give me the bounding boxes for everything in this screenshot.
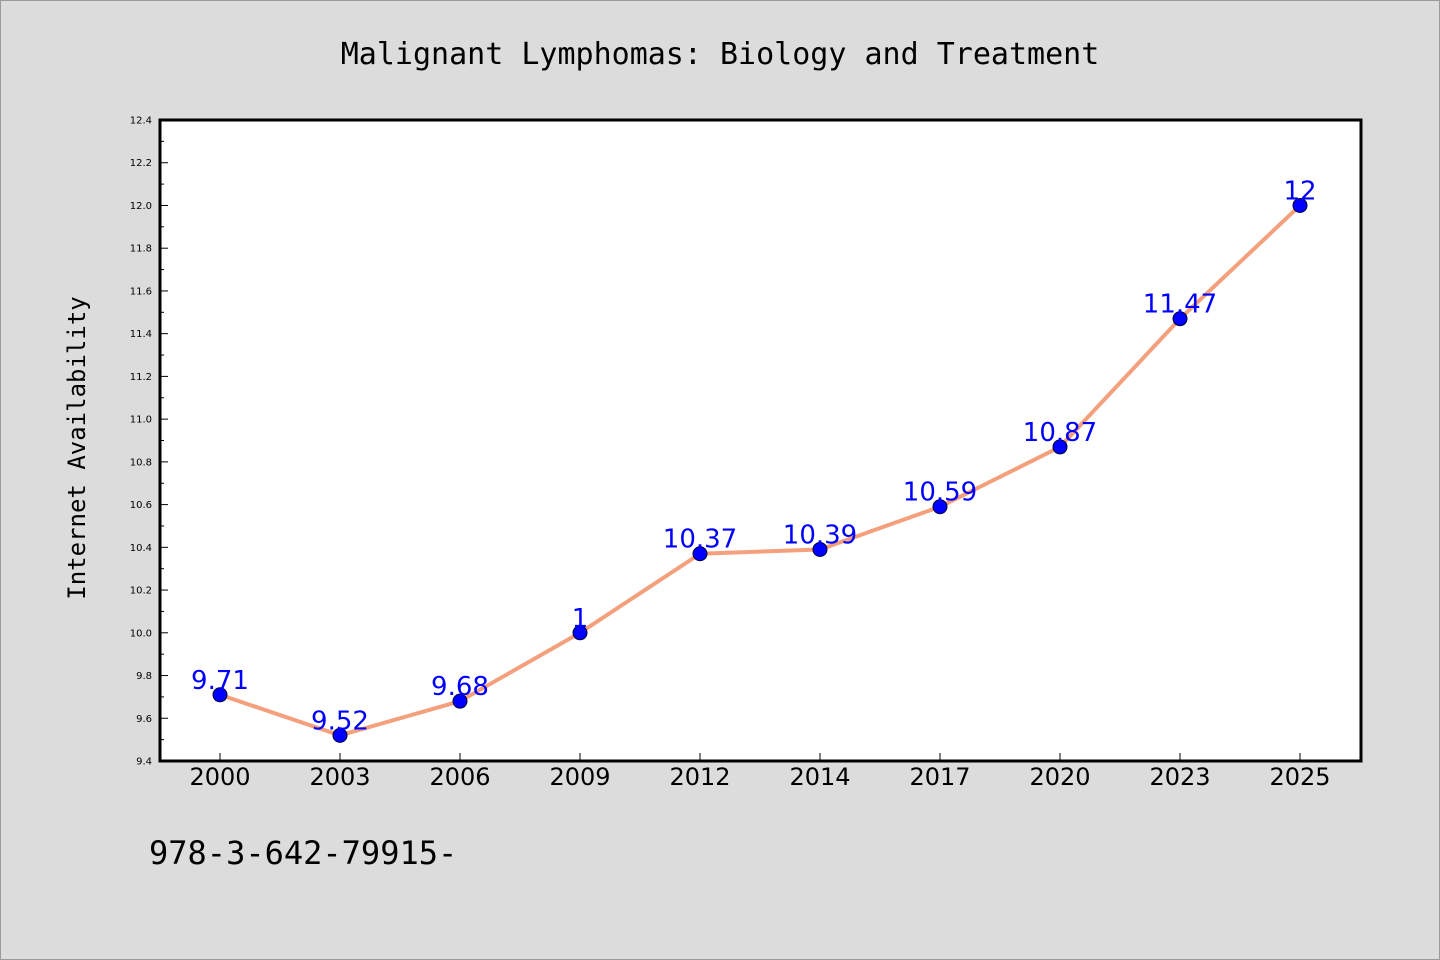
y-tick-label: 12.4 xyxy=(130,116,152,127)
y-tick-label: 12.0 xyxy=(130,201,152,212)
y-tick-label: 10.6 xyxy=(130,500,152,511)
x-tick-label: 2003 xyxy=(309,763,370,791)
y-tick-label: 11.2 xyxy=(130,372,152,383)
x-tick-label: 2000 xyxy=(189,763,250,791)
data-point xyxy=(692,546,708,562)
data-label: 9.52 xyxy=(311,706,369,736)
data-label: 9.68 xyxy=(431,672,489,702)
y-tick-label: 9.8 xyxy=(136,671,152,682)
y-tick-label: 10.2 xyxy=(130,586,152,597)
y-tick-label: 10.8 xyxy=(130,457,152,468)
data-label: 11.47 xyxy=(1143,290,1217,320)
series-revenue-line xyxy=(212,197,1308,743)
data-label: 10.37 xyxy=(663,525,737,555)
data-label: 1 xyxy=(572,604,589,634)
data-label: 9.71 xyxy=(191,666,249,696)
data-point xyxy=(572,625,588,641)
y-tick-label: 12.2 xyxy=(130,158,152,169)
x-tick-label: 2023 xyxy=(1149,763,1210,791)
y-axis-ticks: 9.4 9.6 9.8 10.0 10.2 10.4 10.6 10.8 11.0 11.2 11.… xyxy=(130,116,168,768)
data-labels: 9.71 9.52 9.68 1 10.37 10.39 10.59 10.87 11.47 12 xyxy=(191,176,1316,736)
y-tick-label: 11.4 xyxy=(130,329,152,340)
y-tick-label: 9.6 xyxy=(136,714,152,725)
data-label: 10.59 xyxy=(903,478,977,508)
y-tick-label: 11.8 xyxy=(130,244,152,255)
data-point xyxy=(932,499,948,515)
x-tick-label: 2006 xyxy=(429,763,490,791)
data-point xyxy=(212,687,228,703)
x-tick-label: 2025 xyxy=(1269,763,1330,791)
x-tick-label: 2012 xyxy=(669,763,730,791)
x-tick-label: 2009 xyxy=(549,763,610,791)
y-tick-label: 10.4 xyxy=(130,543,152,554)
y-tick-label: 11.0 xyxy=(130,415,152,426)
data-label: 10.39 xyxy=(783,520,857,550)
data-label: 12 xyxy=(1283,176,1316,206)
data-point xyxy=(1172,311,1188,327)
y-tick-label: 11.6 xyxy=(130,286,152,297)
y-axis-label: Internet Availability xyxy=(63,296,91,599)
data-point xyxy=(812,541,828,557)
data-point xyxy=(332,727,348,743)
x-axis-ticks: 2000 2003 2006 2009 2012 2014 2017 2020 2023 2025 xyxy=(189,753,1331,791)
series-line xyxy=(219,204,1302,738)
y-tick-label: 10.0 xyxy=(130,628,152,639)
plot-area xyxy=(158,118,1363,763)
y-tick-label: 9.4 xyxy=(136,757,152,768)
x-tick-label: 2017 xyxy=(909,763,970,791)
data-label: 10.87 xyxy=(1023,418,1097,448)
x-tick-label: 2014 xyxy=(789,763,850,791)
x-tick-label: 2020 xyxy=(1029,763,1090,791)
data-point xyxy=(1292,197,1308,213)
data-point xyxy=(452,693,468,709)
chart-title: Malignant Lymphomas: Biology and Treatme… xyxy=(341,37,1100,72)
footer-isbn: 978-3-642-79915- xyxy=(149,834,457,872)
data-point xyxy=(1052,439,1068,455)
